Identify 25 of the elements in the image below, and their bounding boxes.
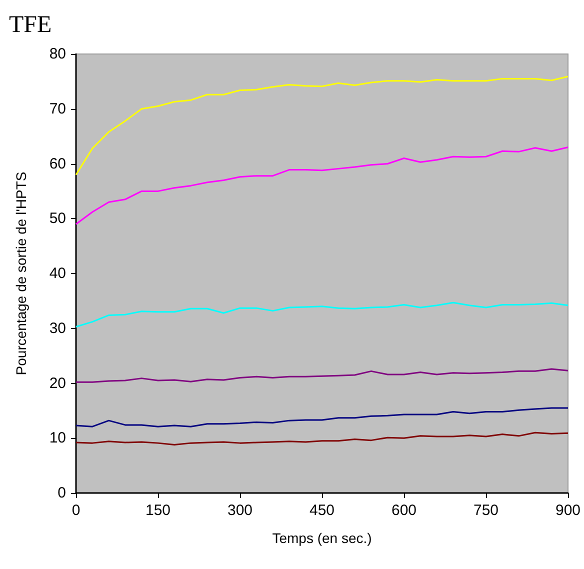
y-tick-label: 40	[49, 265, 66, 282]
y-tick-label: 10	[49, 430, 66, 447]
chart-title: TFE	[9, 12, 52, 38]
x-tick-label: 900	[555, 502, 581, 519]
y-tick-label: 60	[49, 155, 66, 172]
x-tick-label: 150	[145, 502, 171, 519]
y-tick-label: 20	[49, 374, 66, 392]
y-tick-label: 70	[49, 100, 66, 118]
line-series	[75, 407, 569, 428]
y-tick-label: 80	[49, 46, 66, 62]
y-tick-label: 50	[49, 210, 66, 228]
x-tick-label: 600	[391, 502, 417, 519]
y-tick-label: 0	[58, 484, 66, 502]
line-series	[75, 368, 569, 383]
line-series	[75, 76, 569, 176]
y-tick-label: 30	[49, 320, 66, 337]
line-series	[75, 146, 569, 225]
x-tick-label: 750	[473, 502, 499, 519]
y-axis-title: Pourcentage de sortie de l'HPTS	[13, 172, 29, 376]
line-series	[75, 432, 569, 446]
line-series	[75, 302, 569, 328]
x-tick-label: 0	[72, 502, 80, 519]
x-tick-label: 450	[309, 502, 335, 519]
x-tick-label: 300	[227, 502, 253, 519]
x-axis-title: Temps (en sec.)	[272, 530, 372, 546]
